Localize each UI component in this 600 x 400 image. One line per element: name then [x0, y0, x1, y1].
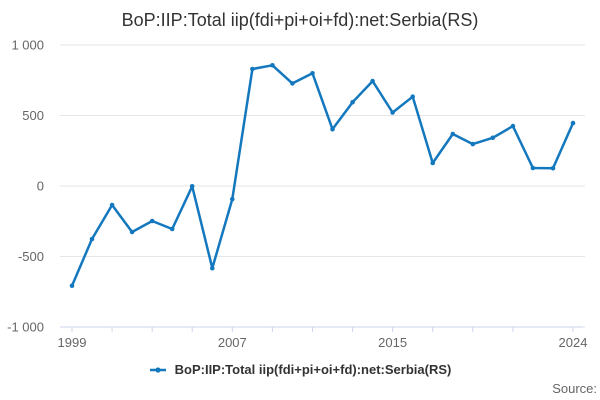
data-point — [570, 120, 576, 126]
data-point — [189, 184, 195, 189]
data-point — [330, 126, 335, 132]
data-point — [550, 165, 556, 171]
data-point — [69, 283, 75, 289]
chart-title: BoP:IIP:Total iip(fdi+pi+oi+fd):net:Serb… — [121, 10, 479, 30]
data-point — [450, 131, 456, 137]
data-point — [530, 165, 536, 171]
x-axis-label: 2007 — [218, 335, 247, 350]
legend-series-marker-icon — [149, 366, 166, 373]
data-point — [470, 141, 476, 147]
data-point — [410, 94, 416, 99]
data-point — [270, 63, 275, 68]
data-point — [129, 229, 135, 235]
y-axis-label: -500 — [18, 249, 44, 264]
x-axis-label: 2015 — [378, 335, 407, 350]
y-axis-label: -1 000 — [7, 320, 44, 335]
data-point — [89, 236, 95, 242]
data-point — [310, 71, 315, 76]
series-line — [70, 64, 575, 287]
legend-item[interactable]: BoP:IIP:Total iip(fdi+pi+oi+fd):net:Serb… — [149, 362, 452, 377]
data-point — [290, 81, 295, 86]
data-point — [390, 110, 395, 115]
legend-label: BoP:IIP:Total iip(fdi+pi+oi+fd):net:Serb… — [174, 362, 452, 377]
chart-canvas: 1 000 500 0 -500 -1 000 1999 2007 2015 2024 — [7, 38, 588, 351]
data-point — [169, 226, 175, 232]
data-point — [490, 135, 496, 141]
y-axis-label: 500 — [22, 108, 44, 123]
x-axis-label: 2024 — [559, 335, 588, 350]
data-point — [250, 66, 255, 72]
y-axis-label: 0 — [37, 179, 44, 194]
x-axis-label: 1999 — [58, 335, 87, 350]
legend: BoP:IIP:Total iip(fdi+pi+oi+fd):net:Serb… — [0, 362, 600, 377]
data-point — [430, 160, 436, 166]
data-point — [510, 123, 516, 129]
data-point — [149, 218, 155, 224]
source-note: Source: — [552, 381, 597, 396]
legend-dot — [155, 366, 161, 373]
y-axis-label: 1 000 — [11, 38, 44, 53]
data-point — [230, 196, 235, 202]
data-point — [350, 99, 355, 105]
data-point — [210, 265, 215, 271]
data-point — [370, 78, 375, 84]
data-point — [109, 202, 115, 208]
